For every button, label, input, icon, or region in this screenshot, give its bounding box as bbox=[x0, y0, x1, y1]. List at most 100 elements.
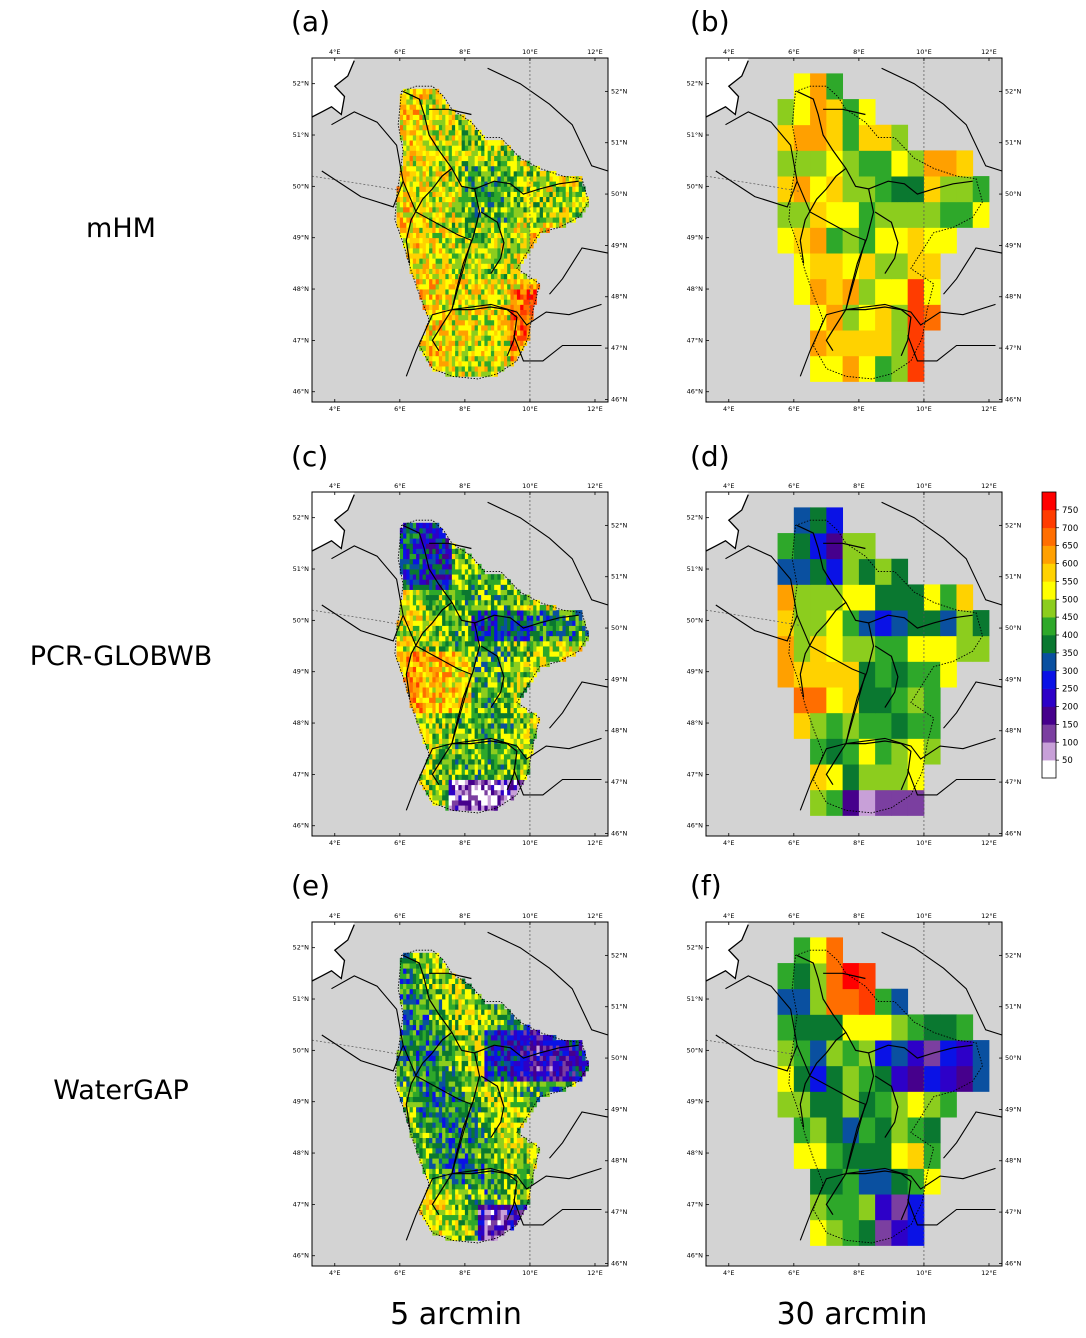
grid-cells bbox=[777, 73, 990, 382]
country-border bbox=[845, 737, 996, 760]
lat-tick-label-right: 47°N bbox=[611, 344, 628, 352]
lon-tick-label-bottom: 8°E bbox=[853, 1269, 865, 1277]
grid-cells bbox=[777, 937, 990, 1246]
lat-tick-label-right: 47°N bbox=[611, 778, 628, 786]
lon-tick-label-bottom: 8°E bbox=[853, 405, 865, 413]
lat-tick-label-right: 51°N bbox=[611, 139, 628, 147]
lon-tick-label-bottom: 12°E bbox=[587, 1269, 603, 1277]
lat-tick-label-left: 46°N bbox=[293, 822, 310, 830]
lat-tick-label-right: 49°N bbox=[1005, 241, 1022, 249]
grid-cells bbox=[777, 507, 990, 816]
lon-tick-label-bottom: 10°E bbox=[522, 405, 538, 413]
lat-tick-label-right: 50°N bbox=[611, 624, 628, 632]
lon-tick-label-top: 4°E bbox=[723, 482, 735, 490]
lon-tick-label-top: 8°E bbox=[853, 48, 865, 56]
map-panel-f: 4°E 4°E 6°E 6°E 8°E 8°E 10°E 10°E 12°E 12°E 46°N 46… bbox=[687, 912, 1022, 1277]
panel-label-a: (a) bbox=[291, 5, 331, 38]
lat-tick-label-left: 52°N bbox=[293, 514, 310, 522]
lat-tick-label-right: 51°N bbox=[1005, 1003, 1022, 1011]
lat-tick-label-right: 48°N bbox=[1005, 727, 1022, 735]
lat-tick-label-left: 48°N bbox=[293, 1149, 310, 1157]
river-line bbox=[796, 524, 912, 791]
river-line bbox=[474, 614, 579, 629]
colorbar-swatch bbox=[1042, 742, 1056, 761]
map-frame bbox=[705, 491, 1003, 837]
lat-tick-label-right: 50°N bbox=[1005, 624, 1022, 632]
lat-tick-label-right: 46°N bbox=[611, 395, 628, 403]
lat-tick-label-right: 48°N bbox=[611, 293, 628, 301]
lat-tick-label-right: 52°N bbox=[1005, 87, 1022, 95]
lon-tick-label-bottom: 8°E bbox=[459, 1269, 471, 1277]
panel-label-f: (f) bbox=[690, 869, 722, 902]
country-border bbox=[321, 1034, 404, 1072]
colorbar-tick-label: 150 bbox=[1062, 720, 1078, 730]
colorbar-swatch bbox=[1042, 563, 1056, 582]
map-panel-a: 4°E 4°E 6°E 6°E 8°E 8°E 10°E 10°E 12°E 12°E 46°N 46… bbox=[293, 48, 628, 413]
country-border bbox=[881, 931, 1003, 1036]
lon-tick-label-bottom: 6°E bbox=[788, 839, 800, 847]
country-border bbox=[487, 67, 609, 172]
river-line bbox=[823, 542, 866, 550]
river-line bbox=[868, 614, 973, 629]
lon-tick-label-bottom: 10°E bbox=[522, 839, 538, 847]
lon-tick-label-bottom: 4°E bbox=[723, 1269, 735, 1277]
sea-area bbox=[706, 58, 749, 117]
country-border bbox=[451, 303, 602, 326]
lon-tick-label-top: 10°E bbox=[916, 912, 932, 920]
country-border bbox=[725, 545, 867, 811]
river-line bbox=[405, 1031, 453, 1128]
country-border bbox=[715, 1034, 798, 1072]
lat-tick-label-left: 51°N bbox=[293, 995, 310, 1003]
colorbar-tick-label: 500 bbox=[1062, 595, 1078, 605]
colorbar-tick-label: 700 bbox=[1062, 524, 1078, 534]
river-line bbox=[799, 167, 847, 264]
lat-tick-label-left: 51°N bbox=[687, 131, 704, 139]
river-line bbox=[825, 309, 847, 352]
lat-tick-label-right: 49°N bbox=[611, 675, 628, 683]
country-border bbox=[845, 303, 996, 326]
country-border bbox=[451, 737, 602, 760]
country-border bbox=[881, 501, 1003, 606]
lon-tick-label-bottom: 10°E bbox=[916, 839, 932, 847]
river-line bbox=[431, 743, 453, 786]
colorbar-tick-label: 550 bbox=[1062, 577, 1078, 587]
colorbar-swatch bbox=[1042, 688, 1056, 707]
lat-tick-label-left: 52°N bbox=[293, 80, 310, 88]
lat-tick-label-right: 51°N bbox=[1005, 139, 1022, 147]
country-border bbox=[487, 931, 609, 1036]
row-label-watergap: WaterGAP bbox=[53, 1075, 189, 1106]
lat-tick-label-right: 48°N bbox=[1005, 1157, 1022, 1165]
colorbar-tick-label: 400 bbox=[1062, 631, 1078, 641]
lat-tick-label-left: 48°N bbox=[687, 1149, 704, 1157]
lon-tick-label-top: 8°E bbox=[459, 48, 471, 56]
country-border bbox=[321, 170, 404, 208]
column-label-30-arcmin: 30 arcmin bbox=[776, 1297, 928, 1332]
lat-tick-label-left: 46°N bbox=[293, 388, 310, 396]
river-line bbox=[796, 90, 912, 357]
river-line bbox=[874, 1075, 899, 1138]
lat-tick-label-left: 52°N bbox=[687, 80, 704, 88]
lat-tick-label-left: 52°N bbox=[687, 944, 704, 952]
lat-tick-label-right: 47°N bbox=[1005, 778, 1022, 786]
lon-tick-label-bottom: 4°E bbox=[329, 1269, 341, 1277]
lat-tick-label-left: 50°N bbox=[293, 1046, 310, 1054]
lon-tick-label-top: 8°E bbox=[853, 482, 865, 490]
lon-tick-label-top: 8°E bbox=[853, 912, 865, 920]
colorbar-tick-label: 300 bbox=[1062, 667, 1078, 677]
colorbar-swatch bbox=[1042, 545, 1056, 564]
lon-tick-label-top: 10°E bbox=[522, 48, 538, 56]
parallel-line bbox=[705, 609, 801, 626]
map-frame bbox=[311, 57, 609, 403]
row-label-mhm: mHM bbox=[86, 213, 156, 244]
coastline bbox=[311, 494, 355, 552]
river-line bbox=[823, 108, 866, 116]
river-line bbox=[799, 601, 847, 698]
basin-outline bbox=[788, 949, 983, 1244]
coastline bbox=[311, 60, 355, 118]
lon-tick-label-bottom: 4°E bbox=[329, 839, 341, 847]
basin-outline bbox=[788, 85, 983, 380]
sea-area bbox=[706, 922, 749, 981]
country-border bbox=[725, 975, 867, 1241]
map-panel-c: 4°E 4°E 6°E 6°E 8°E 8°E 10°E 10°E 12°E 12°E 46°N 46… bbox=[293, 482, 628, 847]
lat-tick-label-left: 48°N bbox=[687, 719, 704, 727]
